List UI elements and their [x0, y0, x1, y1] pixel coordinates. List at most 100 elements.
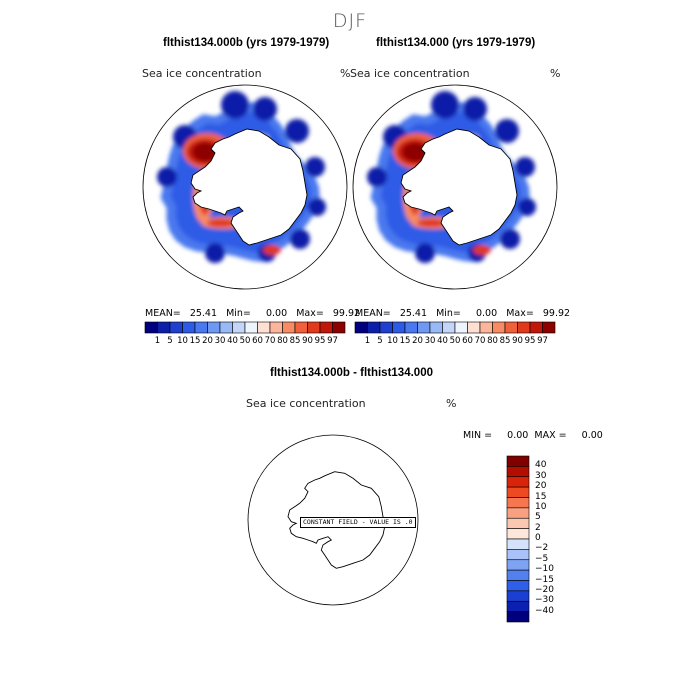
colorbar-tick-label: 15 — [189, 336, 201, 346]
colorbar-swatch — [506, 517, 530, 529]
colorbar-tick-label: 70 — [264, 336, 276, 346]
colorbar-swatch — [294, 321, 308, 334]
left-map-boundary — [142, 84, 348, 290]
colorbar-swatch — [182, 321, 196, 334]
colorbar-swatch — [506, 549, 530, 561]
colorbar-swatch — [169, 321, 183, 334]
right-variable-label: Sea ice concentration — [350, 67, 470, 80]
colorbar-tick-label: 90 — [512, 336, 523, 346]
colorbar-swatch — [354, 321, 368, 334]
colorbar-swatch — [244, 321, 258, 334]
colorbar-tick-label: 20 — [202, 336, 213, 346]
diff-variable-label: Sea ice concentration — [246, 397, 366, 410]
right-map — [352, 84, 558, 290]
colorbar-swatch — [506, 569, 530, 581]
colorbar-tick-label: 0 — [535, 533, 541, 543]
colorbar-swatch — [332, 321, 346, 334]
colorbar-tick-label: 97 — [327, 336, 338, 346]
left-stats: MEAN= 25.41 Min= 0.00 Max= 99.92 — [145, 308, 361, 319]
colorbar-tick-label: 50 — [449, 336, 461, 346]
constant-field-message: CONSTANT FIELD - VALUE IS .0 — [300, 517, 416, 528]
colorbar-tick-label: 30 — [214, 336, 226, 346]
colorbar-swatch — [194, 321, 208, 334]
diff-unit-label: % — [446, 397, 457, 410]
colorbar-tick-label: 10 — [387, 336, 398, 346]
right-map-boundary — [352, 84, 558, 290]
colorbar-swatch — [404, 321, 418, 334]
colorbar-swatch — [319, 321, 333, 334]
left-variable-label: Sea ice concentration — [142, 67, 262, 80]
colorbar-swatch — [504, 321, 518, 334]
colorbar-tick-label: −30 — [535, 595, 554, 606]
colorbar-swatch — [257, 321, 271, 334]
colorbar-swatch — [542, 321, 556, 334]
left-map — [142, 84, 348, 290]
colorbar-tick-label: 60 — [252, 336, 263, 346]
colorbar-tick-label: 95 — [524, 336, 536, 346]
colorbar-swatch — [157, 321, 171, 334]
colorbar-tick-label: 1 — [154, 336, 161, 346]
diff-panel-title: flthist134.000b - flthist134.000 — [270, 367, 433, 379]
colorbar-tick-label: 80 — [487, 336, 498, 346]
colorbar-swatch — [506, 466, 530, 478]
colorbar-swatch — [506, 497, 530, 509]
left-panel-title: flthist134.000b (yrs 1979-1979) — [163, 37, 330, 49]
colorbar-tick-label: 40 — [227, 336, 238, 346]
left-colorbar — [144, 321, 346, 334]
colorbar-swatch — [506, 507, 530, 519]
colorbar-swatch — [506, 476, 530, 488]
colorbar-tick-label: 40 — [535, 460, 547, 471]
colorbar-swatch — [219, 321, 233, 334]
colorbar-tick-label: −5 — [535, 553, 549, 564]
colorbar-tick-label: 10 — [177, 336, 188, 346]
colorbar-swatch — [144, 321, 158, 334]
right-stats: MEAN= 25.41 Min= 0.00 Max= 99.92 — [355, 308, 571, 319]
colorbar-tick-label: −10 — [535, 564, 554, 575]
colorbar-tick-label: 60 — [462, 336, 473, 346]
colorbar-tick-label: 85 — [499, 336, 511, 346]
colorbar-tick-label: 20 — [535, 481, 547, 492]
diff-map-boundary — [247, 434, 419, 606]
colorbar-swatch — [417, 321, 431, 334]
colorbar-swatch — [506, 611, 530, 623]
colorbar-tick-label: 5 — [167, 336, 173, 346]
colorbar-swatch — [282, 321, 296, 334]
colorbar-swatch — [506, 455, 530, 467]
colorbar-swatch — [207, 321, 221, 334]
left-unit-label: % — [340, 67, 351, 80]
colorbar-swatch — [492, 321, 506, 334]
right-antarctica-coastline — [400, 128, 518, 246]
colorbar-swatch — [506, 600, 530, 612]
colorbar-swatch — [479, 321, 493, 334]
colorbar-tick-label: 30 — [424, 336, 436, 346]
colorbar-swatch — [307, 321, 321, 334]
right-colorbar — [354, 321, 556, 334]
left-antarctica-coastline — [190, 128, 308, 246]
right-panel-title: flthist134.000 (yrs 1979-1979) — [376, 37, 536, 49]
colorbar-swatch — [269, 321, 283, 334]
colorbar-swatch — [454, 321, 468, 334]
season-title: DJF — [332, 10, 368, 32]
colorbar-tick-label: −20 — [535, 584, 554, 595]
colorbar-swatch — [506, 528, 530, 540]
colorbar-tick-label: 97 — [537, 336, 548, 346]
diff-stats: MIN = 0.00 MAX = 0.00 — [463, 430, 603, 441]
colorbar-tick-label: 10 — [535, 501, 547, 512]
colorbar-swatch — [232, 321, 246, 334]
colorbar-tick-label: 80 — [277, 336, 288, 346]
colorbar-swatch — [506, 486, 530, 498]
colorbar-tick-label: −15 — [535, 574, 554, 585]
colorbar-tick-label: 2 — [535, 522, 541, 533]
colorbar-swatch — [467, 321, 481, 334]
colorbar-tick-label: 40 — [437, 336, 448, 346]
colorbar-tick-label: 15 — [399, 336, 411, 346]
right-unit-label: % — [550, 67, 561, 80]
colorbar-tick-label: 95 — [314, 336, 326, 346]
colorbar-swatch — [392, 321, 406, 334]
colorbar-tick-label: 85 — [289, 336, 301, 346]
colorbar-swatch — [529, 321, 543, 334]
colorbar-tick-label: 5 — [377, 336, 383, 346]
colorbar-swatch — [517, 321, 531, 334]
colorbar-tick-label: −40 — [535, 605, 554, 616]
